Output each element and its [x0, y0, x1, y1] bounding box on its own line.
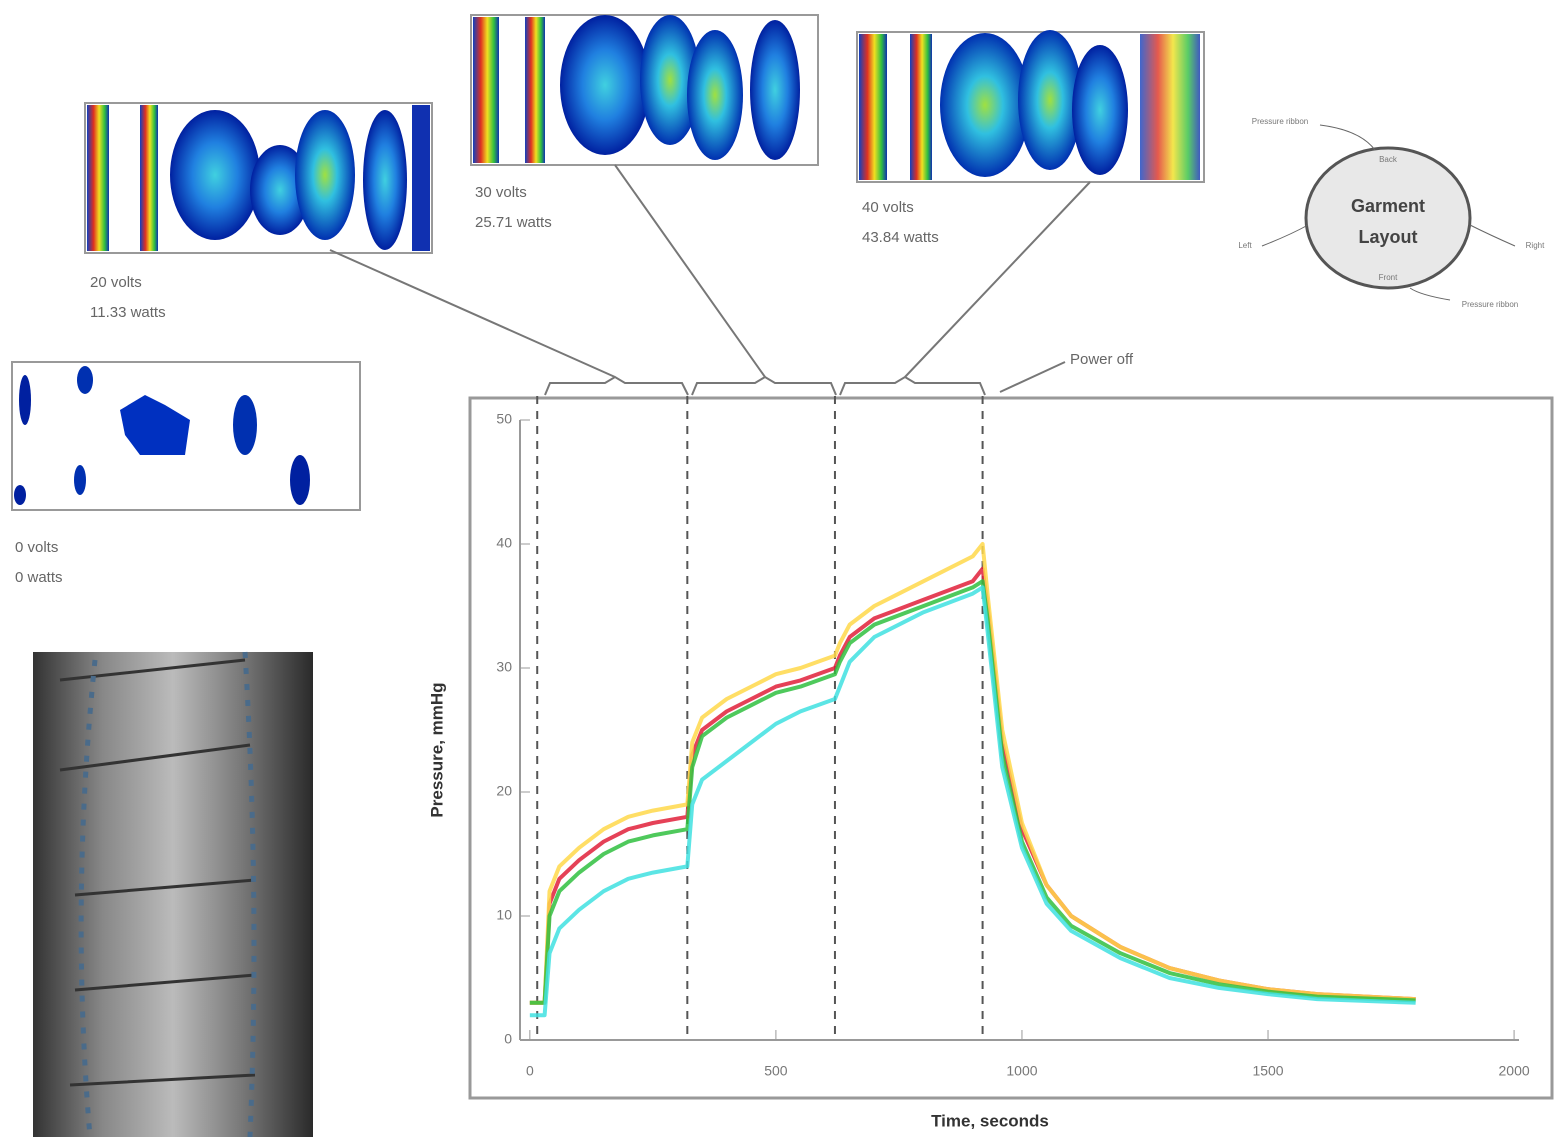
side-label: Back [1379, 155, 1398, 164]
panel-volts: 30 volts [475, 184, 527, 201]
y-tick-label: 10 [496, 907, 512, 923]
panel-volts: 0 volts [15, 539, 58, 556]
x-tick-label: 1500 [1252, 1063, 1283, 1079]
panel-watts: 43.84 watts [862, 229, 939, 246]
y-tick-label: 50 [496, 411, 512, 427]
y-tick-label: 20 [496, 783, 512, 799]
panel-watts: 11.33 watts [90, 304, 166, 321]
garment-diagram: Garment Layout Back Front Left Right Pre… [1238, 117, 1545, 309]
annotation: Power off [1070, 351, 1134, 368]
x-tick-label: 500 [764, 1063, 788, 1079]
y-tick-label: 30 [496, 659, 512, 675]
page: Garment Layout Back Front Left Right Pre… [0, 0, 1555, 1137]
connectors [330, 165, 1090, 395]
panel-volts: 40 volts [862, 199, 914, 216]
y-tick-label: 0 [504, 1031, 512, 1047]
pressure-map-3 [857, 30, 1204, 182]
pressure-map-2 [471, 15, 818, 165]
pressure-map-0 [12, 362, 360, 510]
garment-title: Layout [1358, 227, 1417, 247]
side-label: Right [1526, 241, 1545, 250]
x-tick-label: 0 [526, 1063, 534, 1079]
side-label: Front [1379, 273, 1398, 282]
garment-title: Garment [1351, 196, 1425, 216]
side-label: Left [1238, 241, 1252, 250]
panel-watts: 25.71 watts [475, 214, 552, 231]
chart-frame [470, 398, 1552, 1098]
panel-watts: 0 watts [15, 569, 63, 586]
x-tick-label: 1000 [1006, 1063, 1037, 1079]
ribbon-label: Pressure ribbon [1252, 117, 1308, 126]
x-axis-label: Time, seconds [931, 1111, 1049, 1130]
garment-photo [33, 652, 313, 1137]
y-axis-label: Pressure, mmHg [427, 682, 446, 817]
figure: Garment Layout Back Front Left Right Pre… [0, 0, 1555, 1137]
panel-volts: 20 volts [90, 274, 142, 291]
pressure-map-1 [85, 103, 432, 253]
x-tick-label: 2000 [1499, 1063, 1530, 1079]
ribbon-label: Pressure ribbon [1462, 300, 1518, 309]
y-tick-label: 40 [496, 535, 512, 551]
